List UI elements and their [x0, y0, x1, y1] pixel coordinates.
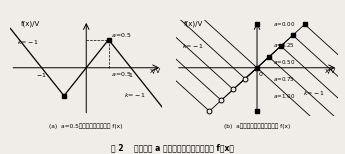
Text: $a\!=\!0.25$: $a\!=\!0.25$: [273, 41, 295, 49]
Text: (b)  a可变时三分段线型奇函数 f(x): (b) a可变时三分段线型奇函数 f(x): [224, 123, 290, 129]
Text: $k\!=\!-1$: $k\!=\!-1$: [181, 42, 204, 50]
Text: x/V: x/V: [149, 68, 161, 74]
Text: $a\!=\!0.00$: $a\!=\!0.00$: [273, 20, 295, 28]
Text: f(x)/V: f(x)/V: [21, 21, 40, 27]
Text: $-1$: $-1$: [36, 71, 47, 79]
Text: $1$: $1$: [128, 71, 134, 79]
Text: $a\!=\!0.50$: $a\!=\!0.50$: [273, 58, 295, 66]
Text: x/V: x/V: [325, 68, 336, 74]
Text: 图 2    转折点値 a 可变的三分段线性奇函数 f（x）: 图 2 转折点値 a 可变的三分段线性奇函数 f（x）: [111, 144, 234, 152]
Text: (a)  a=0.5时三分段线型奇函数 f(x): (a) a=0.5时三分段线型奇函数 f(x): [49, 123, 123, 129]
Text: $0$: $0$: [258, 70, 264, 78]
Text: $k\!=\!-1$: $k\!=\!-1$: [17, 38, 39, 46]
Text: $a\!=\!1.00$: $a\!=\!1.00$: [273, 92, 295, 100]
Text: $a\!=\!0.75$: $a\!=\!0.75$: [273, 75, 295, 83]
Text: f(x)/V: f(x)/V: [184, 21, 203, 27]
Text: $k\!=\!-1$: $k\!=\!-1$: [303, 89, 325, 97]
Text: $k\!=\!-1$: $k\!=\!-1$: [124, 91, 147, 99]
Text: $a\!=\!0.5$: $a\!=\!0.5$: [111, 30, 131, 38]
Text: $a\!=\!0.5$: $a\!=\!0.5$: [111, 70, 131, 78]
